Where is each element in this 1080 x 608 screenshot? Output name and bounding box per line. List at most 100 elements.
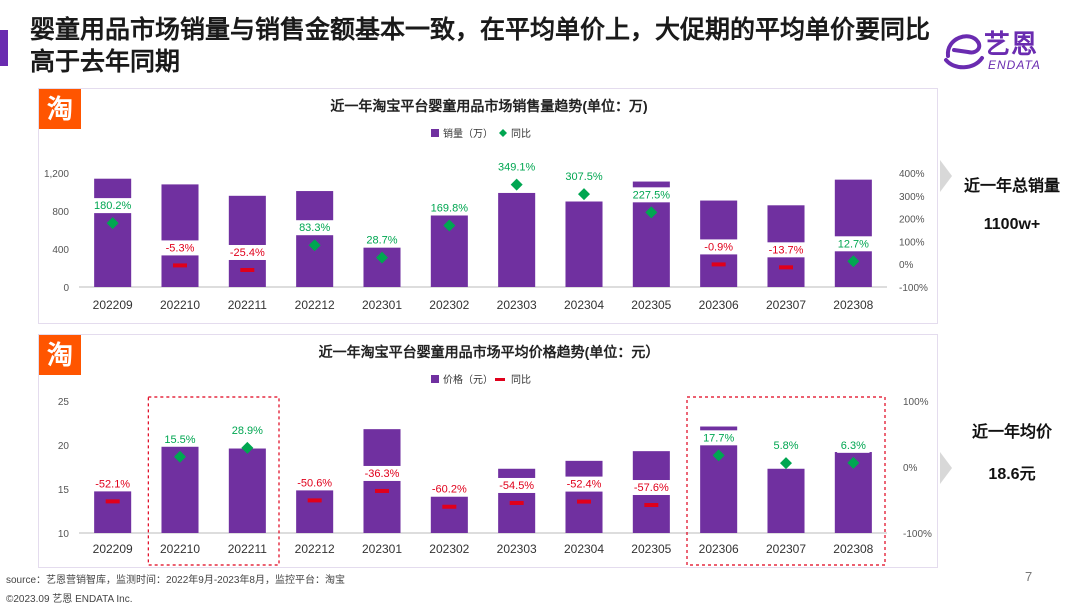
bar (296, 191, 334, 287)
bar (363, 429, 401, 533)
bar (565, 460, 603, 533)
source-note: source：艺恩营销智库，监测时间：2022年9月-2023年8月，监控平台：… (6, 575, 345, 586)
legend-swatch-bar (431, 375, 439, 383)
data-label: 169.8% (431, 202, 469, 214)
x-tick-label: 202305 (631, 542, 671, 556)
x-tick-label: 202308 (833, 298, 873, 312)
y2-tick-label: 0% (903, 463, 918, 474)
x-tick-label: 202212 (295, 298, 335, 312)
x-tick-label: 202210 (160, 298, 200, 312)
data-label-bg (763, 242, 809, 258)
x-tick-label: 202210 (160, 542, 200, 556)
data-label: 5.8% (773, 440, 798, 452)
bar (565, 201, 603, 287)
x-tick-label: 202305 (631, 298, 671, 312)
x-tick-label: 202301 (362, 542, 402, 556)
sales-volume-chart: 近一年淘宝平台婴童用品市场销售量趋势(单位：万) 销量（万） 同比 0 400 800 1,… (44, 98, 928, 312)
data-label: 307.5% (565, 171, 603, 183)
yoy-diamond-marker (443, 219, 456, 232)
y2-tick-label: 100% (899, 237, 925, 248)
yoy-diamond-marker (106, 217, 119, 230)
y2-tick-label: 100% (903, 397, 929, 408)
yoy-diamond-marker (712, 449, 725, 462)
yoy-diamond-marker (780, 457, 792, 470)
bar (94, 489, 132, 533)
x-tick-label: 202209 (93, 542, 133, 556)
data-label-bg (89, 198, 136, 214)
avg-price-chart: 近一年淘宝平台婴童用品市场平均价格趋势(单位：元） 价格（元） 同比 10 15 20 25… (58, 344, 932, 566)
data-label-bg (89, 476, 136, 492)
data-label-bg (833, 236, 873, 252)
legend-label: 销量（万） (443, 127, 493, 140)
x-tick-label: 202211 (228, 298, 267, 312)
y-tick-label: 400 (52, 245, 69, 256)
data-label-bg (699, 239, 739, 255)
endata-logo-icon (944, 34, 984, 70)
data-label: -52.1% (95, 478, 130, 490)
total-sales-label: 近一年总销量 (963, 178, 1060, 195)
x-tick-label: 202307 (766, 542, 806, 556)
x-tick-label: 202302 (429, 298, 469, 312)
data-label-bg (628, 187, 675, 203)
data-label: -0.9% (704, 241, 733, 253)
legend-label: 同比 (511, 128, 531, 140)
data-label: -50.6% (297, 477, 332, 489)
yoy-dash-marker (240, 267, 255, 272)
yoy-dash-marker (105, 499, 120, 504)
page-number: 7 (1025, 569, 1033, 584)
y-tick-label: 0 (63, 283, 69, 294)
avg-price-value: 18.6元 (988, 466, 1036, 483)
x-tick-label: 202301 (362, 298, 402, 312)
brand-logo: 艺恩 ENDATA (938, 20, 1068, 76)
bar (430, 496, 468, 533)
x-tick-label: 202307 (766, 298, 806, 312)
data-label-bg (493, 159, 540, 175)
x-tick-label: 202303 (497, 298, 537, 312)
data-label-bg (160, 240, 200, 256)
yoy-diamond-marker (578, 188, 590, 201)
data-label: -60.2% (432, 484, 467, 496)
data-label-bg (628, 480, 675, 496)
y-tick-label: 15 (58, 485, 70, 496)
data-label: -54.5% (499, 480, 534, 492)
x-tick-label: 202211 (228, 542, 267, 556)
brand-name-cn: 艺恩 (984, 29, 1039, 59)
page-title: 婴童用品市场销量与销售金额基本一致，在平均单价上，大促期的平均单价要同比高于去年… (30, 16, 931, 76)
y2-tick-label: 400% (899, 169, 925, 180)
data-label-bg (227, 422, 267, 438)
taobao-logo-icon: 淘 (39, 89, 81, 129)
yoy-diamond-marker (376, 251, 388, 264)
y-tick-label: 20 (58, 441, 70, 452)
data-label: -13.7% (769, 244, 804, 256)
bar (161, 184, 199, 287)
yoy-dash-marker (509, 500, 524, 505)
yoy-diamond-marker (645, 206, 658, 219)
arrow-right-icon (940, 452, 952, 484)
data-label-bg (699, 430, 739, 446)
avg-price-label: 近一年均价 (971, 424, 1052, 441)
y2-tick-label: 300% (899, 192, 925, 203)
data-label-bg (160, 431, 200, 447)
data-label-bg (426, 200, 473, 216)
data-label: 180.2% (94, 200, 132, 212)
data-label: -5.3% (166, 242, 195, 254)
data-label-bg (426, 481, 473, 497)
bar (296, 489, 334, 533)
data-label-bg (769, 438, 803, 454)
bar (94, 178, 132, 287)
data-label: 83.3% (299, 222, 330, 234)
brand-name-en: ENDATA (988, 58, 1041, 72)
bar (834, 179, 872, 287)
x-tick-label: 202308 (833, 542, 873, 556)
arrow-right-icon (940, 160, 952, 192)
y-tick-label: 800 (52, 207, 69, 218)
y2-tick-label: -100% (903, 529, 932, 540)
data-label: 6.3% (841, 440, 866, 452)
taobao-logo-icon: 淘 (39, 335, 81, 375)
x-tick-label: 202209 (93, 298, 133, 312)
x-tick-label: 202304 (564, 298, 604, 312)
yoy-dash-marker (644, 503, 659, 508)
bar (228, 448, 266, 533)
x-tick-label: 202306 (699, 298, 739, 312)
total-sales-value: 1100w+ (983, 216, 1041, 233)
